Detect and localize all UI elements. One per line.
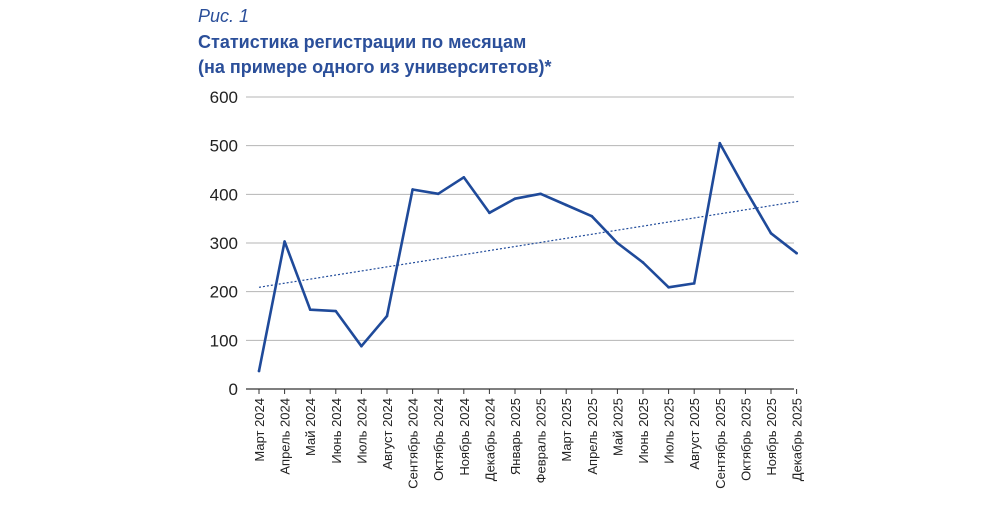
x-axis-ticks: Март 2024 Апрель 2024 Май 2024 Июнь 2024 Июл… [252,389,805,489]
y-tick-label: 100 [210,331,238,350]
figure-label: Рис. 1 [198,6,250,26]
x-tick-label: Июль 2025 [662,398,677,464]
x-tick-label: Апрель 2024 [278,398,293,475]
x-tick-label: Декабрь 2024 [482,398,497,481]
y-tick-label: 0 [229,380,238,399]
data-point [360,344,363,348]
y-tick-label: 300 [210,234,238,253]
x-tick-label: Ноябрь 2025 [764,398,779,476]
x-tick-label: Июль 2024 [354,398,369,464]
x-tick-label: Октябрь 2025 [738,398,753,481]
trendline [258,200,800,288]
x-tick-label: Сентябрь 2024 [406,398,421,489]
y-tick-label: 500 [210,137,238,156]
data-point [283,240,286,243]
x-tick-label: Август 2024 [380,398,395,470]
data-point [616,241,619,245]
x-tick-label: Март 2024 [252,398,267,462]
series-line [257,141,798,373]
data-point [411,188,414,191]
y-tick-label: 400 [210,185,238,204]
data-point [590,214,594,218]
data-point [513,197,517,201]
x-tick-label: Август 2025 [687,398,702,470]
x-tick-label: Март 2025 [559,398,574,462]
chart-title-line-2: (на примере одного из университетов)* [198,57,552,77]
y-tick-label: 600 [210,88,238,107]
data-point [385,314,389,318]
x-tick-label: Февраль 2025 [534,398,549,483]
series-group [257,141,798,373]
data-point [308,308,312,311]
data-point [769,231,773,235]
x-tick-label: Октябрь 2024 [431,398,446,481]
data-point [539,192,542,196]
data-point [795,251,798,255]
x-tick-label: Май 2025 [610,398,625,456]
data-point [667,285,670,289]
trendline-group [258,200,800,288]
x-tick-label: Май 2024 [303,398,318,456]
x-tick-label: Январь 2025 [508,398,523,475]
chart-title-line-1: Статистика регистрации по месяцам [198,32,527,52]
x-tick-label: Июнь 2024 [329,398,344,464]
x-tick-label: Декабрь 2025 [790,398,805,481]
x-tick-label: Сентябрь 2025 [713,398,728,489]
grid-lines [246,96,794,390]
x-tick-label: Июнь 2025 [636,398,651,464]
data-point [564,203,568,207]
x-tick-label: Апрель 2025 [585,398,600,475]
data-point [462,176,466,179]
x-tick-label: Ноябрь 2024 [457,398,472,476]
data-point [718,141,722,145]
data-point [334,309,338,313]
data-point [257,369,261,373]
y-tick-label: 200 [210,283,238,302]
data-point [436,192,440,196]
data-point [488,211,491,215]
data-point [692,282,696,285]
data-point [744,188,747,191]
data-point [641,261,645,264]
y-axis-ticks: 0 100 200 300 400 500 600 [210,88,238,399]
